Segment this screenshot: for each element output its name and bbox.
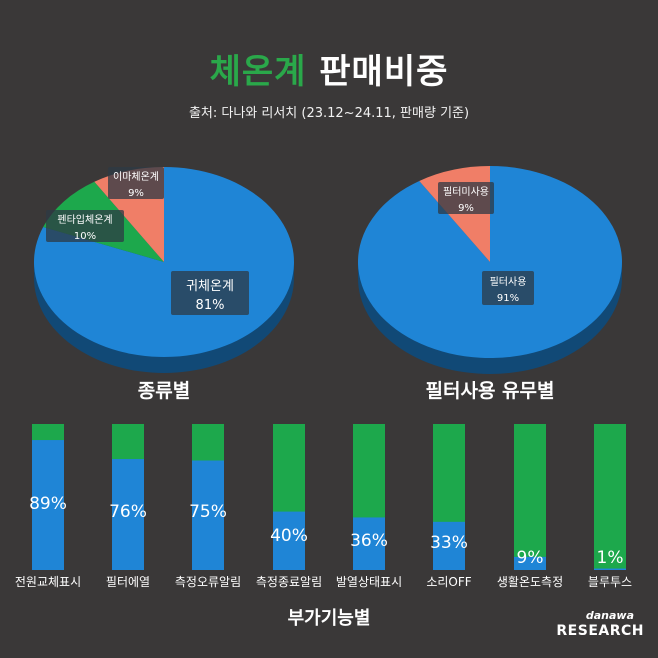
slice-label-value: 10%	[74, 231, 96, 242]
slice-label-name: 이마체온계	[113, 171, 159, 183]
danawa-research-logo: danawa RESEARCH	[556, 610, 644, 638]
slice-label-name: 필터사용	[490, 276, 527, 288]
bar-category-label: 측정종료알림	[256, 575, 322, 589]
logo-line1: danawa	[585, 609, 634, 622]
slice-label-box	[171, 271, 249, 315]
slice-label-name: 필터미사용	[443, 186, 489, 198]
source-note: 출처: 다나와 리서치 (23.12~24.11, 판매량 기준)	[188, 106, 470, 121]
page-title: 체온계 판매비중	[0, 44, 658, 93]
pie-caption-filter: 필터사용 유무별	[425, 380, 555, 402]
bar-value	[32, 440, 64, 570]
slice-label-box	[438, 182, 494, 214]
bar-value	[433, 521, 465, 570]
title-accent: 체온계	[209, 52, 307, 92]
bar-section-caption: 부가기능별	[287, 608, 371, 629]
bar-category-label: 측정오류알림	[175, 575, 241, 589]
bar-category-label: 전원교체표시	[15, 575, 81, 589]
pie-chart-1: 귀체온계 81% 펜타입체온계 10% 이마체온계 9%	[33, 167, 294, 373]
bar-category-label: 블루투스	[588, 575, 632, 589]
bar-value-label: 1%	[597, 548, 624, 568]
bar-value	[514, 556, 546, 570]
bar-value	[112, 459, 144, 570]
bar-value-label: 40%	[270, 526, 308, 546]
bar-value-label: 36%	[350, 531, 388, 551]
bar-value-label: 9%	[517, 548, 544, 568]
bar-value	[273, 511, 305, 570]
bar-value-label: 33%	[430, 533, 468, 553]
bar-value	[594, 568, 626, 570]
bar-remainder	[514, 424, 546, 570]
logo-line2: RESEARCH	[556, 623, 644, 639]
bar-chart: 89% 전원교체표시 76% 필터에열 75% 측정오류알림 40% 측정종료알림 36% 발열상…	[15, 424, 632, 589]
title-rest: 판매비중	[306, 52, 449, 92]
slice-label-box	[108, 167, 164, 199]
slice-label-value: 9%	[128, 188, 144, 199]
bar-value	[353, 517, 385, 570]
bar-value-label: 89%	[29, 494, 67, 514]
slice-label-value: 9%	[458, 203, 474, 214]
bar-category-label: 생활온도측정	[497, 575, 563, 589]
slice-label-box	[46, 210, 124, 242]
slice-label-value: 81%	[196, 298, 225, 313]
slice-label-name: 펜타입체온계	[57, 213, 112, 226]
bar-category-label: 발열상태표시	[336, 575, 402, 589]
pie-slice	[358, 166, 623, 358]
bar-value	[192, 460, 224, 570]
bar-remainder	[594, 424, 626, 570]
pie-chart-2: 필터사용 91% 필터미사용 9%	[358, 166, 623, 374]
slice-label-value: 91%	[497, 293, 519, 304]
bar-value-label: 75%	[189, 502, 227, 522]
bar-value-label: 76%	[109, 502, 147, 522]
slice-label-box	[482, 271, 534, 305]
bar-category-label: 필터에열	[106, 575, 150, 589]
bar-category-label: 소리OFF	[426, 575, 471, 589]
slice-label-name: 귀체온계	[186, 279, 234, 294]
pie-caption-type: 종류별	[137, 380, 191, 402]
